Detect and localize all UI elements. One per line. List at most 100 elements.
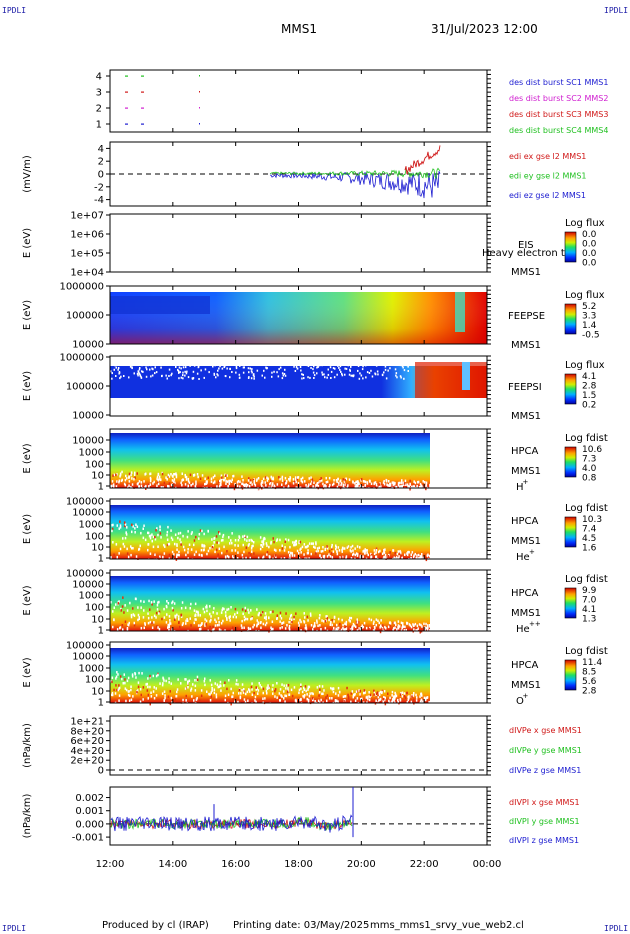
spectrogram-gap-feepsi [403,369,406,372]
spectrogram-speckle-hpca_h [279,477,281,481]
spectrogram-speckle-hpca_hepp [372,622,375,625]
spectrogram-speckle-hpca_he [168,542,171,546]
spectrogram-gap-feepsi [249,367,251,370]
spectrogram-gap-feepsi [317,365,319,368]
spectrogram-speckle-hpca_hepp [132,607,134,610]
spectrogram-speckle-hpca_hepp [229,615,231,618]
spectrogram-speckle-hpca_he [180,541,182,544]
spectrogram-speckle-hpca_h [143,480,145,483]
spectrogram-speckle-hpca_he [174,533,177,536]
spectrogram-speckle-hpca_hepp [304,616,306,619]
spectrogram-speckle-hpca_he [318,546,320,550]
spectrogram-speckle-hpca_hepp [149,608,151,611]
spectrogram-speckle-hpca_he [151,539,153,543]
spectrogram-speckle-hpca_hepp [333,620,335,623]
spectrogram-speckle-hpca_o [194,679,196,682]
spectrogram-speckle-hpca_he [261,545,264,548]
spectrogram-speckle-hpca_he [310,552,312,556]
spectrogram-gap-feepsi [295,366,298,368]
spectrogram-speckle-hpca_hepp [193,621,195,625]
spectrogram-speckle-hpca_o [399,693,402,696]
spectrogram-speckle-hpca_hepp [232,626,234,630]
spectrogram-speckle-hpca_he [159,555,161,558]
spectrogram-speckle-hpca_he [124,536,127,540]
spectrogram-speckle-hpca_he [236,557,239,560]
spectrogram-speckle-hpca_h [246,484,249,487]
spectrogram-speckle-hpca_h [156,484,158,487]
spectrogram-speckle-hpca_he [397,550,399,553]
spectrogram-speckle-hpca_o [113,688,115,692]
spectrogram-gap-feepsi [238,373,241,376]
spectrogram-speckle-hpca_o [383,698,386,702]
spectrogram-speckle-hpca_o [397,698,399,702]
spectrogram-gap-feepsi [277,375,280,378]
spectrogram-gap-feepsi [395,364,397,366]
spectrogram-speckle-hpca_h [295,480,297,484]
spectrogram-speckle-hpca_h [344,478,346,482]
spectrogram-speckle-hpca_he [124,523,127,526]
ytick-label-hpca_hepp: 1000 [79,591,104,602]
spectrogram-speckle-hpca_he [152,535,155,539]
spectrogram-speckle-hpca_hepp [354,625,357,628]
spectrogram-speckle-hpca_o [322,692,324,695]
spectrogram-speckle-hpca_o [235,679,238,682]
spectrogram-speckle-hpca_hepp [197,624,200,627]
spectrogram-speckle-hpca_o [274,688,277,691]
spectrogram-speckle-hpca_he [234,549,237,552]
spectrogram-speckle-hpca_he [157,533,159,537]
spectrogram-speckle-hpca_hepp [116,628,119,631]
spectrogram-speckle-hpca_he [113,553,115,556]
spectrogram-speckle-hpca_h [269,482,271,486]
spectrogram-speckle-hpca_hepp [358,627,360,630]
spectrogram-speckle-hpca_hepp [214,624,217,627]
spectrogram-speckle-hpca_hepp [421,625,423,628]
burst-mark [199,91,200,93]
spectrogram-speckle-hpca_o [261,700,264,704]
spectrogram-speckle-hpca_h [357,484,359,488]
spectrogram-gap-feepsi [281,372,284,375]
spectrogram-speckle-hpca_hepp [344,628,346,631]
spectrogram-speckle-hpca_o [274,689,276,693]
spectrogram-speckle-hpca_he [130,545,132,548]
spectrogram-gap-feepsi [362,377,364,380]
spectrogram-speckle-hpca_he [252,544,254,548]
spectrogram-speckle-hpca_o [375,699,377,702]
spectrogram-gap-feepsi [284,374,287,377]
spectrogram-speckle-hpca_h [129,487,132,490]
spectrogram-speckle-hpca_he [160,536,162,539]
spectrogram-speckle-hpca_o [161,683,164,687]
legend-divpe-1: dIVPe y gse MMS1 [509,746,582,755]
spectrogram-speckle-hpca_h [405,483,407,486]
spectrogram-gap-feepsi [248,371,250,374]
spectrogram-speckle-hpca_he [222,533,225,537]
colorbar-title-hpca_h: Log fdist [565,433,608,444]
spectrogram-speckle-hpca_he [422,556,424,560]
spectrogram-speckle-hpca_he [193,553,196,556]
instrument-label-hpca_he: HPCA [511,516,539,527]
spectrogram-gap-feepsi [178,371,180,374]
spectrogram-speckle-hpca_o [344,695,346,698]
spectrogram-speckle-hpca_hepp [369,626,371,630]
spectrogram-speckle-hpca_o [347,693,349,697]
spectrogram-speckle-hpca_hepp [333,615,336,619]
species-label-hpca_hepp: He [516,624,530,635]
spectrogram-speckle-hpca_h [175,475,178,479]
spectrogram-gap-feepsi [114,364,116,367]
spectrogram-speckle-hpca_he [379,549,381,553]
spectrogram-speckle-hpca_h [226,474,228,477]
burst-mark [141,91,144,93]
spectrogram-speckle-hpca_he [118,552,120,555]
colorbar-tick-feepsi: 2.8 [582,382,597,392]
spectrogram-speckle-hpca_he [142,527,144,530]
ytick-label-hpca_h: 1 [98,482,104,493]
spectrogram-speckle-hpca_he [209,547,211,550]
spectrogram-speckle-hpca_h [392,481,395,484]
spectrogram-speckle-hpca_h [115,484,118,488]
ylabel-edi: (mV/m) [22,155,33,193]
spectrogram-speckle-hpca_o [388,699,390,703]
spectrogram-speckle-hpca_o [149,685,151,689]
spectrogram-speckle-hpca_he [416,554,418,557]
spectrogram-speckle-hpca_he [351,558,354,561]
spectrogram-speckle-hpca_he [375,551,377,554]
spectrogram-speckle-hpca_o [382,700,384,703]
